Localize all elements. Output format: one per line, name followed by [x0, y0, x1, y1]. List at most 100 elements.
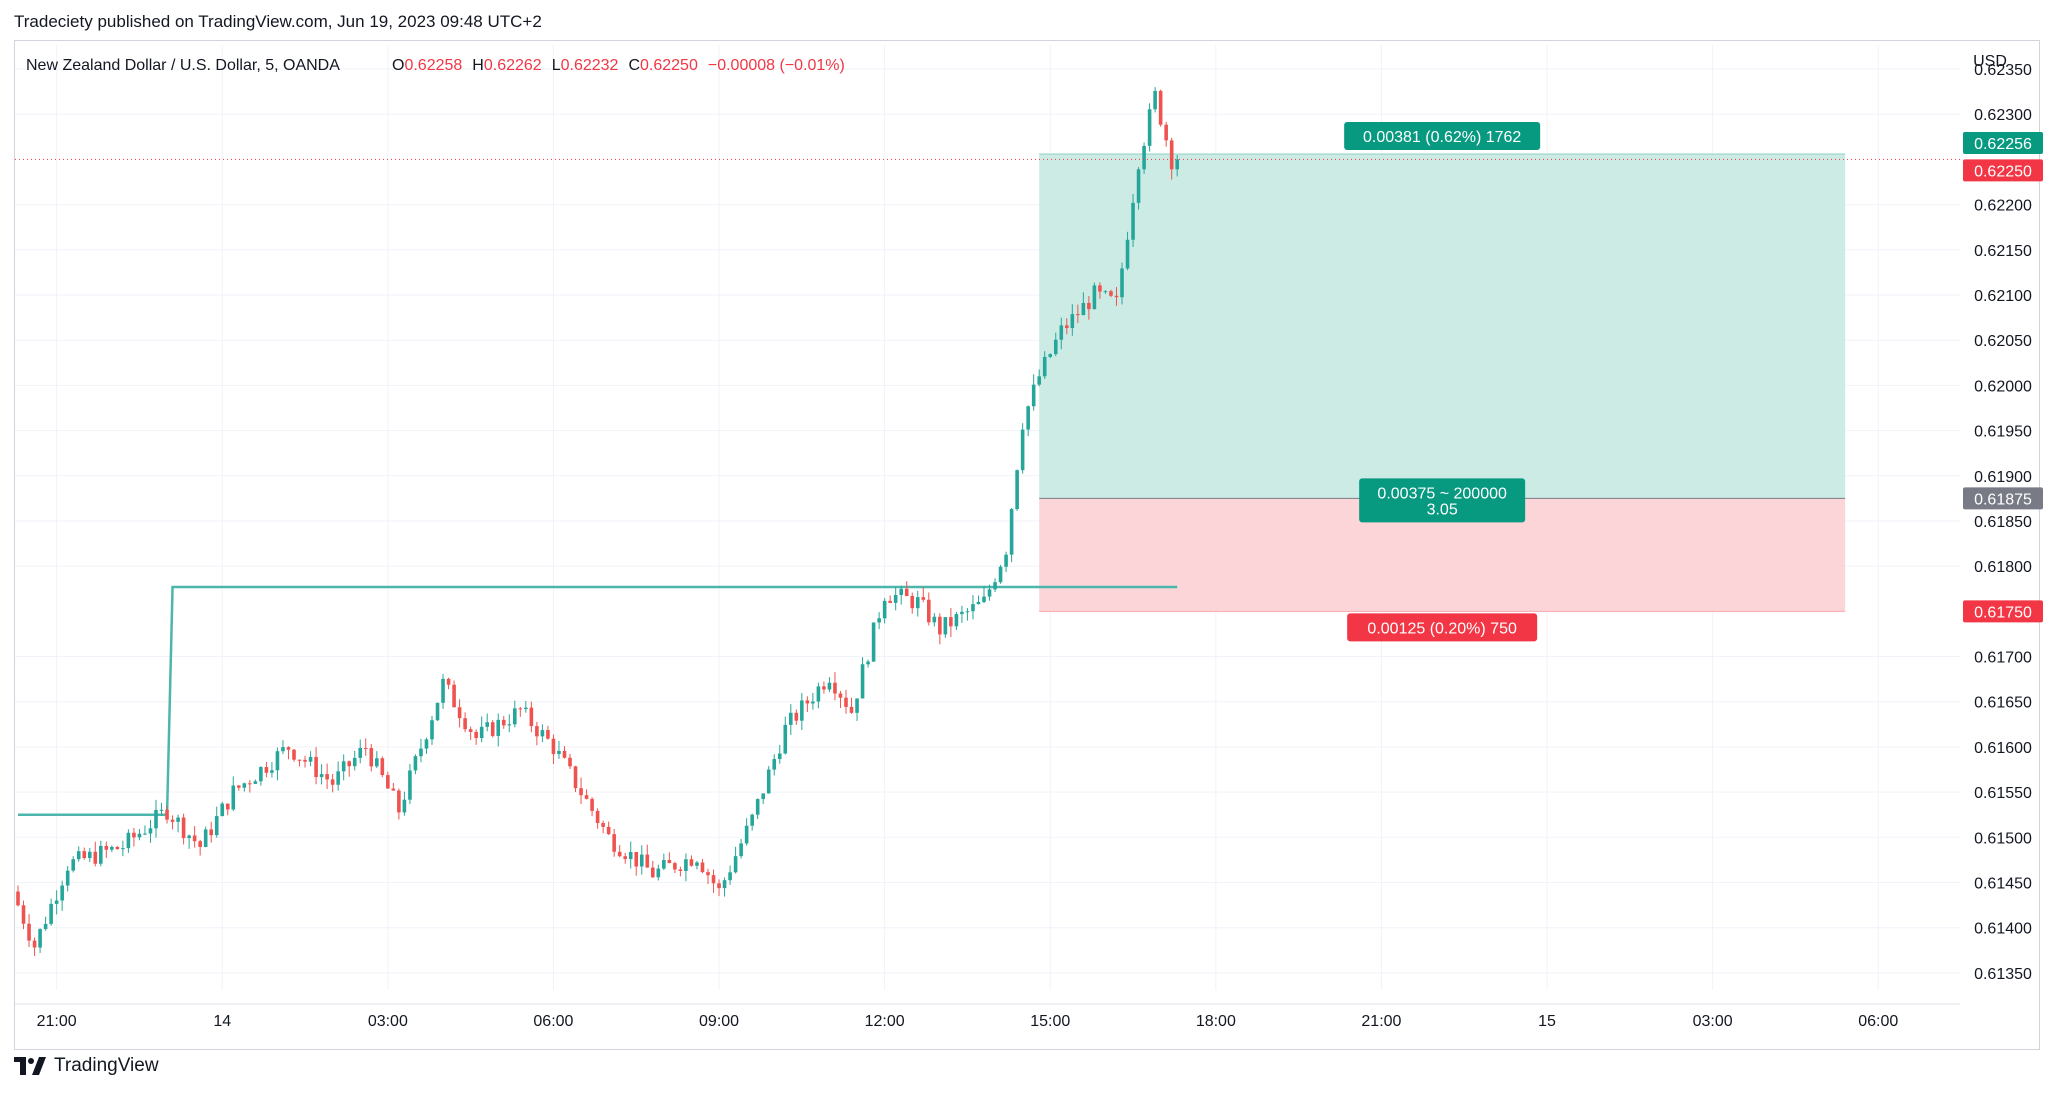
candle-body — [281, 747, 285, 752]
candle-body — [1087, 302, 1091, 310]
candle-body — [214, 816, 219, 836]
candle-body — [225, 803, 230, 810]
candle-body — [99, 845, 103, 864]
moving-line — [18, 585, 1178, 816]
candle-body — [336, 771, 340, 785]
candle-body — [849, 706, 854, 713]
candle-body — [192, 835, 197, 842]
candle-body — [1037, 376, 1041, 385]
candle-body — [750, 814, 754, 826]
candle-body — [811, 701, 815, 704]
loss-label-text: 0.00125 (0.20%) 750 — [1367, 620, 1517, 637]
candle-body — [789, 712, 793, 725]
candle-body — [877, 618, 881, 623]
candle-body — [932, 616, 937, 623]
trend-line — [18, 585, 1178, 816]
candle-body — [623, 856, 627, 860]
x-tick-label: 21:00 — [1361, 1013, 1401, 1030]
footer: TradingView — [14, 1055, 159, 1077]
candle-body — [308, 756, 313, 762]
candle-body — [871, 622, 876, 662]
candle-body — [927, 599, 931, 623]
price-badge: 0.62256 — [1963, 132, 2043, 154]
y-tick-label: 0.62300 — [1974, 107, 2032, 124]
x-tick-label: 03:00 — [1693, 1013, 1733, 1030]
candle-body — [1153, 90, 1157, 110]
ohlc-readout: O0.62258 H0.62262 L0.62232 C0.62250 −0.00008… — [392, 57, 845, 74]
candle-body — [32, 940, 37, 948]
candle-body — [535, 726, 539, 737]
candle-body — [513, 708, 517, 725]
position-zones — [1039, 153, 1846, 612]
candle-body — [656, 868, 661, 878]
ohlc-h_value: 0.62262 — [484, 57, 542, 74]
y-tick-label: 0.61700 — [1974, 650, 2032, 667]
candle-body — [43, 923, 48, 930]
candle-body — [562, 750, 567, 758]
candle-body — [882, 600, 887, 619]
candle-body — [452, 684, 456, 708]
candle-body — [910, 595, 915, 609]
candle-body — [60, 885, 64, 901]
candle-body — [1065, 325, 1069, 329]
candle-body — [297, 759, 302, 761]
candle-body — [634, 851, 639, 867]
candle-body — [303, 759, 307, 762]
loss-label: 0.00125 (0.20%) 750 — [1347, 613, 1538, 642]
risk-reward-label-text: 3.05 — [1427, 501, 1458, 518]
candle-body — [684, 859, 688, 871]
candle-body — [667, 860, 672, 864]
y-tick-label: 0.61550 — [1974, 785, 2032, 802]
candle-body — [148, 828, 153, 834]
candle-body — [71, 859, 75, 871]
candle-body — [606, 826, 611, 835]
candle-body — [965, 611, 970, 613]
candle-body — [651, 867, 655, 878]
candle-body — [971, 604, 975, 612]
price-badge-text: 0.61875 — [1974, 491, 2032, 508]
candle-body — [413, 756, 418, 771]
profit-label-bg — [1344, 122, 1541, 150]
symbol-title: New Zealand Dollar / U.S. Dollar, 5, OAN… — [26, 57, 340, 74]
ohlc-o_label: O — [392, 57, 404, 74]
price-axis: 0.62350 0.62300 0.62200 0.62150 0.62100 0.620… — [1963, 62, 2043, 983]
candle-body — [330, 779, 335, 785]
candle-body — [159, 809, 164, 811]
candle-body — [446, 678, 451, 685]
candle-body — [314, 756, 318, 778]
candle-body — [1103, 291, 1108, 293]
candle-body — [104, 845, 109, 850]
candle-body — [424, 739, 429, 749]
candle-body — [728, 872, 732, 881]
candle-body — [54, 900, 59, 904]
y-tick-label: 0.61500 — [1974, 830, 2032, 847]
candle-body — [457, 707, 462, 719]
candle-body — [700, 862, 705, 873]
candle-body — [1031, 384, 1036, 407]
y-tick-label: 0.61600 — [1974, 740, 2032, 757]
candle-body — [264, 767, 269, 773]
chart-frame — [14, 40, 2040, 1050]
candle-body — [595, 810, 600, 824]
candle-body — [419, 748, 423, 757]
candle-body — [121, 848, 125, 850]
candle-body — [794, 712, 799, 721]
x-tick-label: 06:00 — [533, 1013, 573, 1030]
candle-body — [899, 588, 903, 596]
price-badge-text: 0.61750 — [1974, 604, 2032, 621]
publisher-line: Tradeciety published on TradingView.com,… — [14, 12, 542, 31]
candle-body — [496, 719, 501, 736]
y-tick-label: 0.61800 — [1974, 559, 2032, 576]
candle-body — [408, 770, 412, 800]
candle-body — [1147, 109, 1152, 146]
candle-body — [761, 793, 765, 800]
candle-body — [463, 718, 467, 730]
candle-body — [1015, 470, 1019, 510]
price-badge-bg — [1963, 600, 2043, 623]
candle-body — [783, 724, 788, 754]
candle-body — [722, 880, 727, 889]
candle-body — [231, 785, 236, 810]
candle-body — [529, 707, 534, 727]
candle-body — [993, 582, 997, 590]
